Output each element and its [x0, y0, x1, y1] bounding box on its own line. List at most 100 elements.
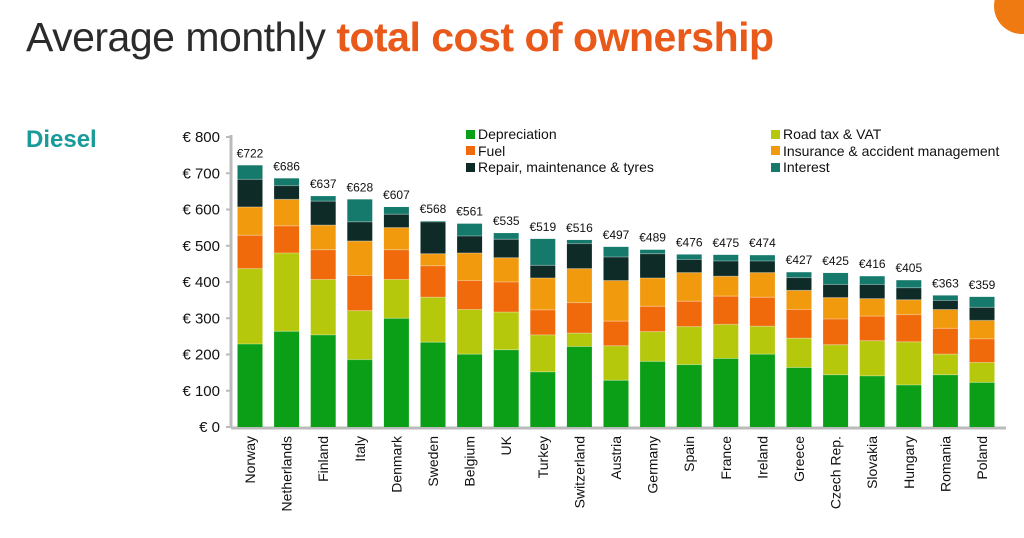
bar-segment-fuel	[786, 309, 812, 339]
bar-segment-depreciation	[969, 382, 995, 427]
x-category-label: Netherlands	[279, 436, 295, 512]
bar-segment-fuel	[749, 297, 775, 327]
legend-swatch	[771, 129, 780, 139]
legend-item: Interest	[771, 159, 999, 176]
bar-segment-interest	[676, 254, 702, 260]
bar-segment-interest	[969, 296, 995, 308]
x-category-label: Austria	[608, 436, 624, 480]
bar-segment-interest	[749, 255, 775, 261]
x-category-label: Denmark	[388, 435, 404, 493]
bar-segment-interest	[493, 233, 519, 240]
bar-segment-depreciation	[786, 367, 812, 427]
total-label: €425	[822, 254, 849, 268]
bar-segment-road-tax-vat	[713, 324, 739, 359]
legend-item: Fuel	[466, 143, 654, 160]
page-title: Average monthly total cost of ownership	[26, 14, 774, 61]
bar-segment-road-tax-vat	[932, 354, 958, 375]
bar-segment-insurance-accident-management	[859, 298, 885, 317]
bar-segment-fuel	[274, 225, 300, 253]
y-tick-label: € 400	[182, 274, 220, 291]
title-prefix: Average monthly	[26, 14, 337, 60]
bar-segment-fuel	[823, 318, 849, 345]
bar-segment-interest	[420, 221, 446, 222]
y-tick-label: € 700	[182, 165, 220, 182]
bar-segment-insurance-accident-management	[310, 225, 336, 250]
total-label: €628	[346, 180, 373, 194]
bar-segment-road-tax-vat	[603, 345, 629, 381]
bar-segment-interest	[347, 199, 373, 222]
total-label: €497	[603, 228, 630, 242]
bar-segment-repair-maintenance-tyres	[457, 235, 483, 253]
y-tick-label: € 500	[182, 238, 220, 255]
bar-segment-insurance-accident-management	[603, 280, 629, 322]
total-label: €516	[566, 221, 593, 235]
bar-segment-insurance-accident-management	[493, 257, 519, 282]
bar-segment-repair-maintenance-tyres	[676, 259, 702, 273]
bar-segment-depreciation	[347, 359, 373, 427]
fuel-type-label: Diesel	[26, 126, 97, 153]
bar-segment-fuel	[310, 249, 336, 280]
total-label: €475	[712, 236, 739, 250]
x-category-label: Ireland	[754, 436, 770, 479]
bar-segment-fuel	[859, 316, 885, 341]
legend-label: Insurance & accident management	[783, 142, 1000, 159]
bar-segment-interest	[530, 238, 556, 266]
bar-segment-repair-maintenance-tyres	[932, 300, 958, 310]
bar-segment-road-tax-vat	[420, 297, 446, 343]
bar-segment-insurance-accident-management	[640, 278, 666, 307]
bar-segment-road-tax-vat	[859, 340, 885, 376]
x-category-label: Finland	[315, 436, 331, 482]
total-label: €427	[786, 253, 813, 267]
bar-segment-depreciation	[749, 354, 775, 427]
bar-segment-interest	[896, 280, 922, 288]
bar-segment-depreciation	[713, 358, 739, 427]
bar-segment-repair-maintenance-tyres	[310, 201, 336, 226]
total-label: €363	[932, 276, 959, 290]
bar-segment-insurance-accident-management	[237, 206, 263, 236]
bar-segment-fuel	[566, 302, 592, 334]
bar-segment-road-tax-vat	[896, 341, 922, 385]
legend-swatch	[771, 162, 780, 172]
bar-segment-interest	[274, 178, 300, 186]
bar-segment-interest	[457, 223, 483, 236]
bar-segment-insurance-accident-management	[786, 290, 812, 310]
y-tick-label: € 100	[182, 383, 220, 400]
bar-segment-road-tax-vat	[823, 344, 849, 375]
y-tick-label: € 200	[182, 347, 220, 364]
bar-segment-road-tax-vat	[969, 362, 995, 383]
bar-segment-interest	[383, 206, 409, 215]
x-category-label: Romania	[937, 436, 953, 492]
bar-segment-interest	[566, 239, 592, 244]
bar-segment-road-tax-vat	[530, 334, 556, 372]
bar-segment-depreciation	[859, 375, 885, 427]
total-label: €637	[310, 177, 337, 191]
bar-segment-repair-maintenance-tyres	[566, 243, 592, 269]
legend-swatch	[466, 146, 475, 156]
bar-segment-repair-maintenance-tyres	[713, 260, 739, 277]
bar-segment-interest	[932, 295, 958, 301]
bar-segment-insurance-accident-management	[457, 253, 483, 281]
bar-segment-insurance-accident-management	[420, 253, 446, 266]
bar-segment-repair-maintenance-tyres	[383, 214, 409, 228]
bar-segment-interest	[786, 272, 812, 278]
bar-segment-fuel	[713, 296, 739, 325]
bar-segment-repair-maintenance-tyres	[640, 253, 666, 279]
bar-segment-repair-maintenance-tyres	[749, 260, 775, 273]
bar-segment-depreciation	[530, 371, 556, 427]
legend-label: Depreciation	[478, 126, 557, 143]
bar-segment-repair-maintenance-tyres	[420, 221, 446, 254]
total-label: €722	[237, 146, 264, 160]
bar-segment-road-tax-vat	[347, 310, 373, 360]
x-category-label: UK	[498, 435, 514, 455]
bar-segment-depreciation	[493, 349, 519, 427]
bar-segment-road-tax-vat	[786, 338, 812, 368]
bar-segment-repair-maintenance-tyres	[530, 265, 556, 279]
legend-item: Road tax & VAT	[771, 126, 999, 143]
bar-segment-insurance-accident-management	[274, 199, 300, 226]
x-category-label: Poland	[974, 436, 990, 480]
x-category-label: Czech Rep.	[828, 436, 844, 509]
bar-segment-repair-maintenance-tyres	[969, 307, 995, 321]
bar-segment-road-tax-vat	[566, 333, 592, 347]
x-category-label: Turkey	[535, 436, 551, 478]
